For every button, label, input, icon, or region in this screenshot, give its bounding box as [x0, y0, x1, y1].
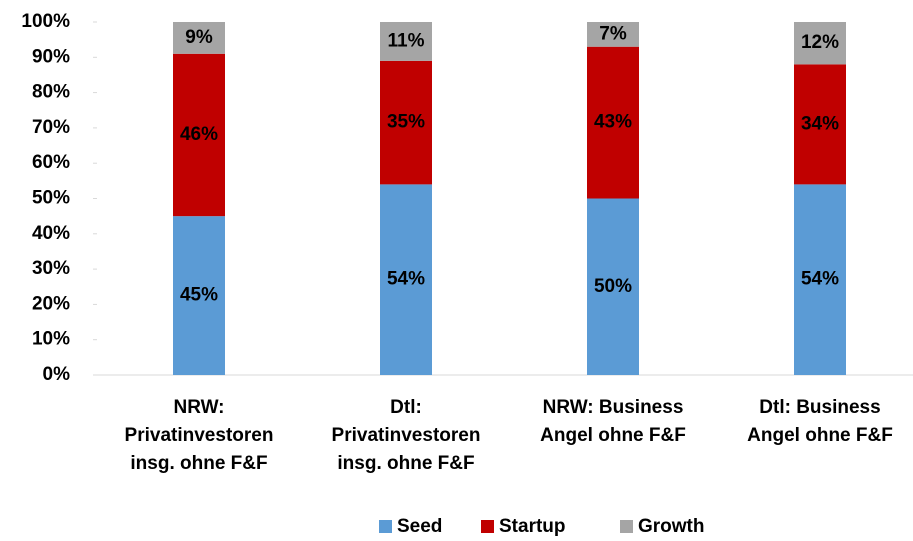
- bar-segment: [173, 22, 225, 54]
- data-label: 43%: [594, 112, 632, 133]
- data-label: 54%: [387, 269, 425, 290]
- bar-segment: [380, 60, 432, 185]
- data-label: 54%: [801, 269, 839, 290]
- legend-swatch: [379, 520, 392, 533]
- bar-segment: [173, 53, 225, 217]
- legend-swatch: [620, 520, 633, 533]
- legend-label: Startup: [499, 516, 566, 537]
- data-label: 50%: [594, 276, 632, 297]
- data-label: 12%: [801, 32, 839, 53]
- y-tick-label: 70%: [32, 117, 70, 138]
- y-tick-label: 10%: [32, 329, 70, 350]
- y-tick-label: 50%: [32, 188, 70, 209]
- x-tick-label: NRW: Business Angel ohne F&F: [540, 397, 686, 446]
- y-tick-label: 100%: [21, 11, 70, 32]
- y-tick-label: 60%: [32, 152, 70, 173]
- data-label: 7%: [599, 23, 627, 44]
- y-tick-label: 30%: [32, 258, 70, 279]
- y-tick-label: 80%: [32, 82, 70, 103]
- data-label: 9%: [185, 27, 213, 48]
- x-tick-label: NRW: Privatinvestoren insg. ohne F&F: [124, 397, 274, 474]
- y-tick-label: 40%: [32, 223, 70, 244]
- bar-segment: [173, 216, 225, 375]
- legend-label: Seed: [397, 516, 442, 537]
- legend-swatch: [481, 520, 494, 533]
- y-tick-label: 90%: [32, 46, 70, 67]
- y-tick-label: 0%: [43, 364, 71, 385]
- data-label: 35%: [387, 112, 425, 133]
- bar-segment: [794, 64, 846, 185]
- legend-label: Growth: [638, 516, 705, 537]
- bar-segment: [587, 46, 639, 199]
- data-label: 45%: [180, 285, 218, 306]
- bar-segment: [380, 22, 432, 61]
- bar-segment: [587, 198, 639, 375]
- data-label: 11%: [388, 30, 425, 51]
- x-tick-label: Dtl: Privatinvestoren insg. ohne F&F: [331, 397, 481, 474]
- bar-segment: [380, 184, 432, 375]
- bar-segment: [794, 184, 846, 375]
- bar-segment: [794, 22, 846, 65]
- data-label: 46%: [180, 124, 218, 145]
- y-tick-label: 20%: [32, 293, 70, 314]
- x-tick-label: Dtl: Business Angel ohne F&F: [747, 397, 893, 446]
- bar-segment: [587, 22, 639, 47]
- data-label: 34%: [801, 113, 839, 134]
